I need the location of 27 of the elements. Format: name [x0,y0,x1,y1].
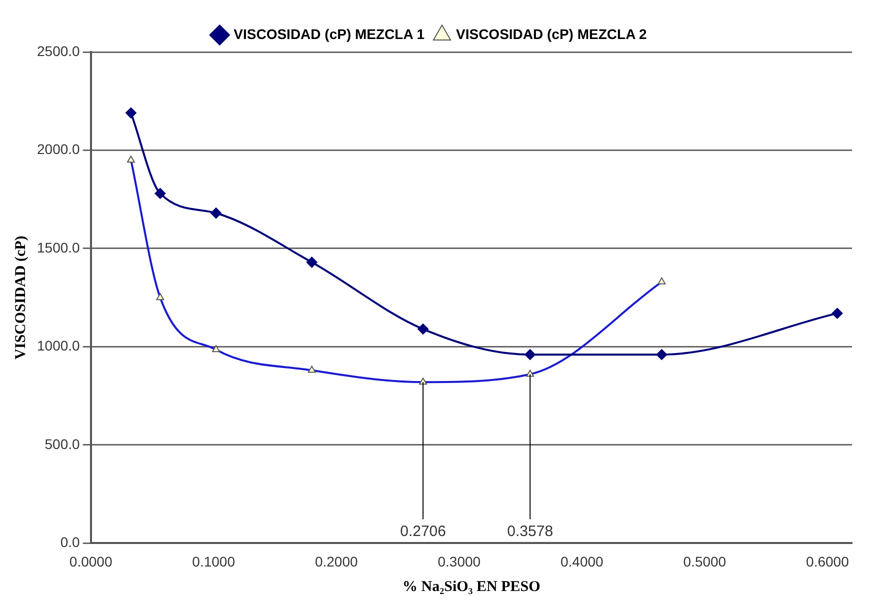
x-tick-label: 0.2000 [314,553,358,570]
x-tick-label: 0.4000 [560,553,604,570]
ref-line-label: 0.2706 [400,522,446,540]
x-tick-label: 0.3000 [438,553,481,570]
x-tick-label: 0.5000 [683,553,726,570]
y-axis-title: VISCOSIDAD (cP) [12,236,29,360]
x-tick-label: 0.0000 [69,553,112,570]
legend-label: VISCOSIDAD (cP) MEZCLA 2 [456,26,648,42]
point [210,208,222,219]
x-axis-title: % Na₂SiO₃ EN PESO [402,578,540,595]
y-tick-label: 1000.0 [36,338,80,354]
x-tick-label: 0.1000 [192,553,236,570]
y-tick-label: 2000.0 [36,141,80,158]
point [154,188,166,199]
point [832,308,843,319]
y-tick-label: 1500.0 [36,239,80,256]
point [125,107,136,118]
y-tick-label: 500.0 [44,436,80,452]
legend-label: VISCOSIDAD (cP) MEZCLA 1 [234,26,425,42]
point [418,324,429,335]
ref-line-label: 0.3578 [507,522,554,540]
y-tick-label: 2500.0 [36,42,80,59]
point [656,349,668,360]
point [306,256,318,268]
x-tick-label: 0.6000 [806,553,850,570]
point [524,349,536,360]
y-tick-label: 0.0 [60,534,80,550]
